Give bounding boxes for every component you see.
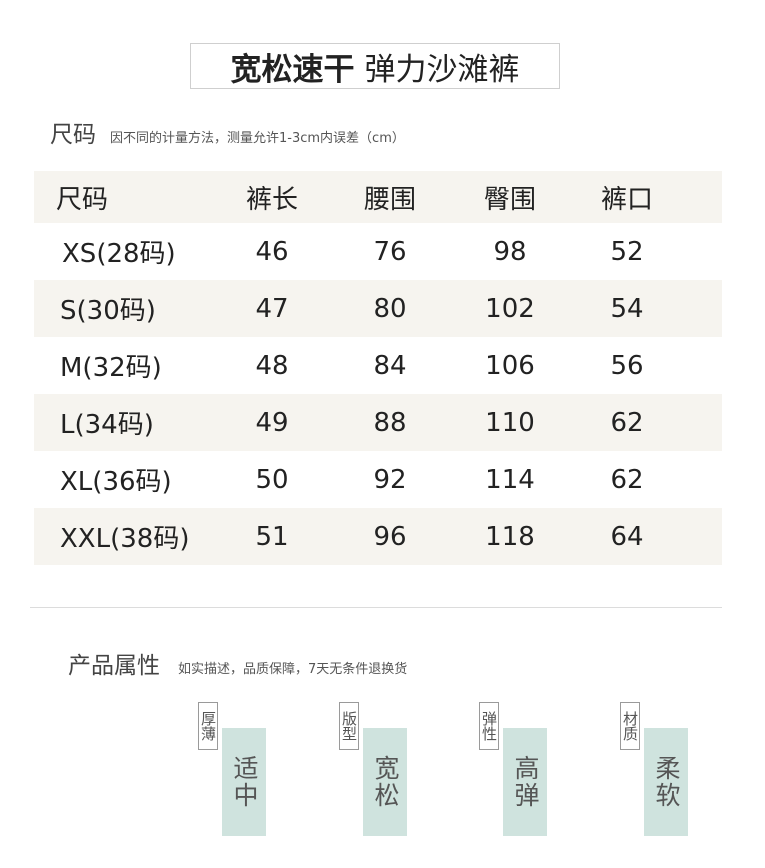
cell-leg-opening: 54 (610, 293, 644, 324)
cell-hip: 110 (485, 407, 535, 438)
attribute-material: 材质 柔软 (620, 702, 710, 842)
attribute-label: 弹性 (479, 702, 499, 750)
cell-waist: 84 (373, 350, 407, 381)
header-length: 裤长 (245, 184, 298, 215)
table-row: S(30码) 47 80 102 54 (34, 280, 722, 337)
attribute-label: 版型 (339, 702, 359, 750)
table-row: XS(28码) 46 76 98 52 (34, 223, 722, 280)
cell-length: 46 (255, 236, 289, 267)
header-hip: 臀围 (483, 184, 536, 215)
cell-waist: 88 (373, 407, 407, 438)
cell-waist: 80 (373, 293, 407, 324)
attribute-thickness: 厚薄 适中 (198, 702, 288, 842)
table-row: L(34码) 49 88 110 62 (34, 394, 722, 451)
cell-leg-opening: 56 (610, 350, 644, 381)
cell-length: 49 (255, 407, 289, 438)
cell-waist: 96 (373, 521, 407, 552)
attribute-label: 材质 (620, 702, 640, 750)
cell-leg-opening: 64 (610, 521, 644, 552)
header-size: 尺码 (56, 184, 109, 215)
attribute-value: 宽松 (363, 728, 407, 836)
cell-hip: 106 (485, 350, 535, 381)
attr-note: 如实描述，品质保障，7天无条件退换货 (178, 662, 408, 677)
attr-heading: 产品属性 (68, 653, 160, 679)
attribute-value: 高弹 (503, 728, 547, 836)
cell-size: XL(36码) (60, 467, 172, 497)
size-heading: 尺码 (50, 122, 96, 148)
attr-section-heading: 产品属性 如实描述，品质保障，7天无条件退换货 (68, 646, 407, 680)
title-rest: 弹力沙滩裤 (364, 51, 520, 88)
attribute-elasticity: 弹性 高弹 (479, 702, 569, 842)
attribute-value: 柔软 (644, 728, 688, 836)
section-divider (30, 607, 722, 608)
attribute-value: 适中 (222, 728, 266, 836)
product-title: 宽松速干 弹力沙滩裤 (190, 43, 560, 89)
cell-hip: 114 (485, 464, 535, 495)
cell-leg-opening: 52 (610, 236, 644, 267)
cell-waist: 76 (373, 236, 407, 267)
title-bold: 宽松速干 (230, 51, 355, 88)
table-row: XL(36码) 50 92 114 62 (34, 451, 722, 508)
size-section-heading: 尺码 因不同的计量方法，测量允许1-3cm内误差（cm） (50, 115, 405, 149)
cell-length: 51 (255, 521, 289, 552)
cell-hip: 118 (485, 521, 535, 552)
cell-leg-opening: 62 (610, 464, 644, 495)
cell-hip: 98 (493, 236, 527, 267)
attribute-label: 厚薄 (198, 702, 218, 750)
size-table: 尺码 裤长 腰围 臀围 裤口 XS(28码) 46 76 98 52 S(30码… (34, 171, 722, 565)
attribute-fit: 版型 宽松 (339, 702, 429, 842)
cell-size: XXL(38码) (60, 524, 190, 554)
cell-size: M(32码) (60, 353, 162, 383)
table-row: XXL(38码) 51 96 118 64 (34, 508, 722, 565)
table-row: M(32码) 48 84 106 56 (34, 337, 722, 394)
header-leg-opening: 裤口 (600, 184, 653, 215)
cell-size: S(30码) (60, 296, 156, 326)
header-waist: 腰围 (363, 184, 416, 215)
size-note: 因不同的计量方法，测量允许1-3cm内误差（cm） (110, 131, 405, 146)
cell-size: L(34码) (60, 410, 154, 440)
cell-length: 48 (255, 350, 289, 381)
cell-size: XS(28码) (62, 239, 176, 269)
cell-hip: 102 (485, 293, 535, 324)
cell-waist: 92 (373, 464, 407, 495)
cell-length: 50 (255, 464, 289, 495)
cell-leg-opening: 62 (610, 407, 644, 438)
table-header-row: 尺码 裤长 腰围 臀围 裤口 (34, 171, 722, 223)
cell-length: 47 (255, 293, 289, 324)
